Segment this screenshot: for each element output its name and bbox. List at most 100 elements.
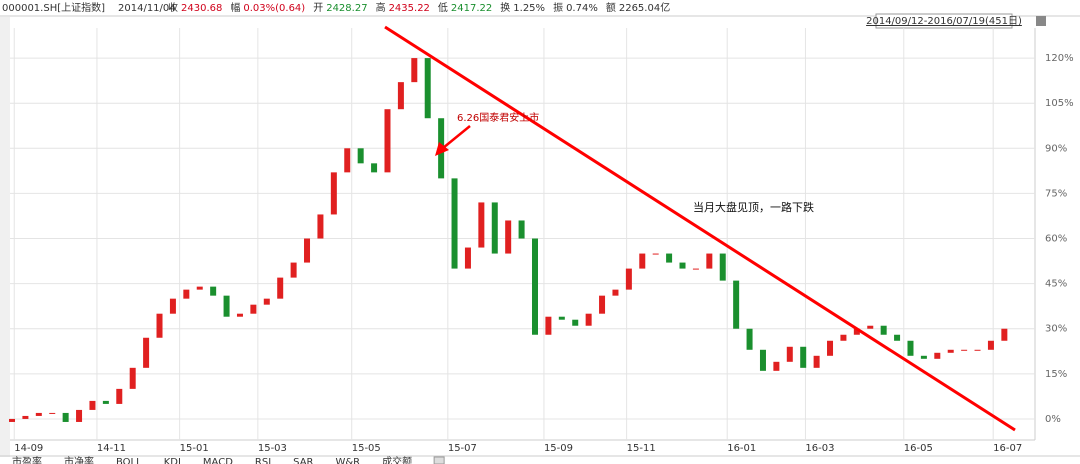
candle [76, 409, 83, 422]
candle [652, 253, 659, 255]
candle [22, 415, 29, 419]
x-tick-label: 16-01 [727, 443, 756, 454]
candle [236, 313, 243, 317]
date: 2014/11/04 [118, 3, 176, 14]
y-tick-label: 30% [1045, 324, 1067, 335]
y-tick-label: 105% [1045, 98, 1074, 109]
candle [599, 295, 606, 314]
tab[interactable]: KDJ [164, 457, 181, 464]
candle [934, 352, 941, 359]
y-tick-label: 120% [1045, 53, 1074, 64]
candle [920, 355, 927, 359]
candle [585, 313, 592, 326]
candle [733, 280, 740, 329]
candle [129, 367, 136, 389]
candle [894, 334, 901, 341]
side-bar [0, 17, 10, 457]
candle [974, 349, 981, 351]
candle [719, 253, 726, 281]
field-label: 收 [168, 1, 178, 14]
x-tick-label: 15-09 [544, 443, 573, 454]
candle [947, 349, 954, 353]
candle [813, 355, 820, 368]
tab[interactable]: 市净率 [64, 455, 94, 464]
candle [223, 295, 230, 317]
tab[interactable]: SAR [293, 457, 313, 464]
candle [263, 298, 270, 305]
candle [545, 316, 552, 335]
field-value: 1.25% [513, 3, 545, 14]
candle [277, 277, 284, 299]
candle [478, 202, 485, 248]
candle [505, 220, 512, 254]
candle [384, 109, 391, 173]
field-value: 0.03%(0.64) [243, 3, 305, 14]
x-tick-label: 16-05 [904, 443, 933, 454]
candle [89, 400, 96, 410]
tabs: 市盈率 市净率 BOLL KDJ MACD RSI SAR W&R 成交额 [12, 455, 445, 464]
candle [800, 346, 807, 368]
candle [35, 412, 42, 416]
candle [304, 238, 311, 263]
tab[interactable]: RSI [255, 457, 271, 464]
candle [612, 289, 619, 296]
y-tick-label: 0% [1045, 414, 1061, 425]
x-tick-label: 15-11 [627, 443, 656, 454]
y-tick-label: 15% [1045, 369, 1067, 380]
x-tick-label: 14-11 [97, 443, 126, 454]
candle [773, 361, 780, 371]
field-label: 振 [553, 1, 563, 14]
candle [250, 304, 257, 314]
arrow-shaft [442, 125, 471, 149]
x-tick-label: 15-07 [448, 443, 477, 454]
candle [572, 319, 579, 326]
candle [880, 325, 887, 335]
candle [424, 58, 431, 119]
range[interactable]: 2014/09/12-2016/07/19(451日) [866, 16, 1022, 27]
candle [156, 313, 163, 338]
candle [1001, 328, 1008, 341]
field-value: 0.74% [566, 3, 598, 14]
candle [330, 172, 337, 215]
y-tick-label: 45% [1045, 279, 1067, 290]
range-box[interactable] [875, 13, 1013, 29]
tab[interactable]: W&R [335, 457, 360, 464]
field-label: 低 [438, 1, 448, 14]
candle [464, 247, 471, 269]
candle [558, 316, 565, 320]
candle [987, 340, 994, 350]
candle [451, 178, 458, 269]
candle [786, 346, 793, 362]
field-value: 2430.68 [181, 3, 222, 14]
candle [666, 253, 673, 263]
tab[interactable]: 市盈率 [12, 455, 42, 464]
candle [827, 340, 834, 356]
candle [102, 400, 109, 404]
candle [531, 238, 538, 335]
candle [491, 202, 498, 254]
candle [9, 418, 15, 422]
dropdown[interactable] [1036, 16, 1046, 26]
candle [317, 214, 324, 239]
x-tick-label: 15-01 [180, 443, 209, 454]
candle [961, 349, 968, 351]
y-tick-label: 60% [1045, 234, 1067, 245]
candle [706, 253, 713, 269]
x-tick-label: 15-03 [258, 443, 287, 454]
tab[interactable]: 成交额 [382, 455, 412, 464]
candle [840, 334, 847, 341]
trend-line [384, 25, 1016, 432]
tab-scroll[interactable] [433, 456, 445, 464]
y-tick-label: 75% [1045, 188, 1067, 199]
header: 000001.SH[上证指数] 2014/11/04 收 2430.68 幅 0.03… [2, 1, 670, 14]
field-label: 换 [500, 1, 510, 14]
annotation: 6.26国泰君安上市 [457, 111, 539, 124]
tab[interactable]: MACD [203, 457, 233, 464]
candle [397, 82, 404, 110]
field-value: 2428.27 [326, 3, 367, 14]
candle [290, 262, 297, 278]
tab[interactable]: BOLL [116, 457, 142, 464]
field-label: 额 [606, 1, 616, 14]
field-value: 2265.04亿 [619, 1, 670, 14]
